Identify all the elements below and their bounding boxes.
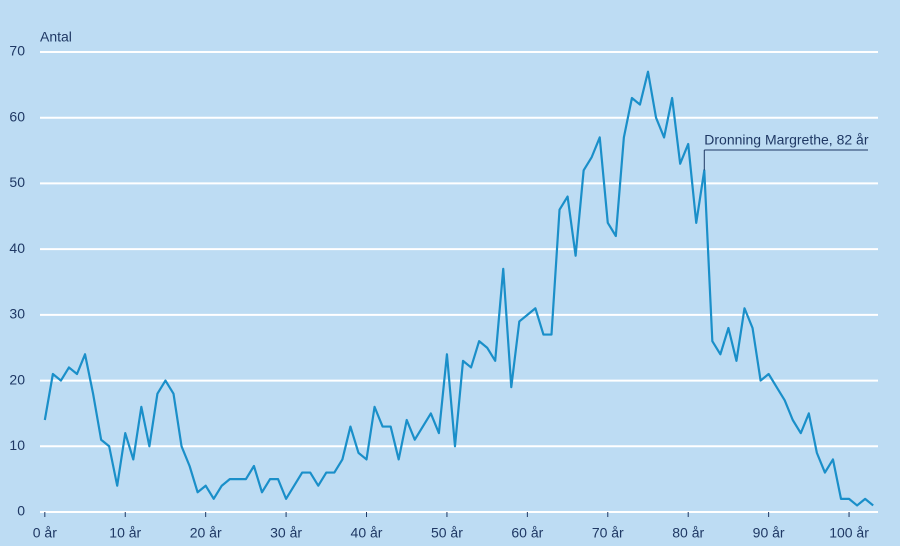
x-tick-label: 40 år [351,525,383,541]
y-tick-label: 10 [9,437,25,453]
x-tick-label: 50 år [431,525,463,541]
line [43,70,874,507]
x-tick-label: 90 år [753,525,785,541]
y-axis-label: Antal [40,29,72,45]
x-tick-label: 30 år [270,525,302,541]
x-tick-label: 10 år [109,525,141,541]
y-tick-label: 20 [9,371,25,387]
y-tick-label: 40 [9,240,25,256]
y-tick-label: 0 [17,503,25,519]
y-tick-label: 70 [9,43,25,59]
x-tick-label: 20 år [190,525,222,541]
x-tick-label: 100 år [829,525,869,541]
y-tick-label: 30 [9,306,25,322]
x-tick-label: 70 år [592,525,624,541]
x-tick-label: 0 år [33,525,57,541]
y-tick-label: 60 [9,108,25,124]
x-tick-label: 80 år [672,525,704,541]
annotation: Dronning Margrethe, 82 år [704,132,869,148]
y-tick-label: 50 [9,174,25,190]
x-tick-label: 60 år [511,525,543,541]
